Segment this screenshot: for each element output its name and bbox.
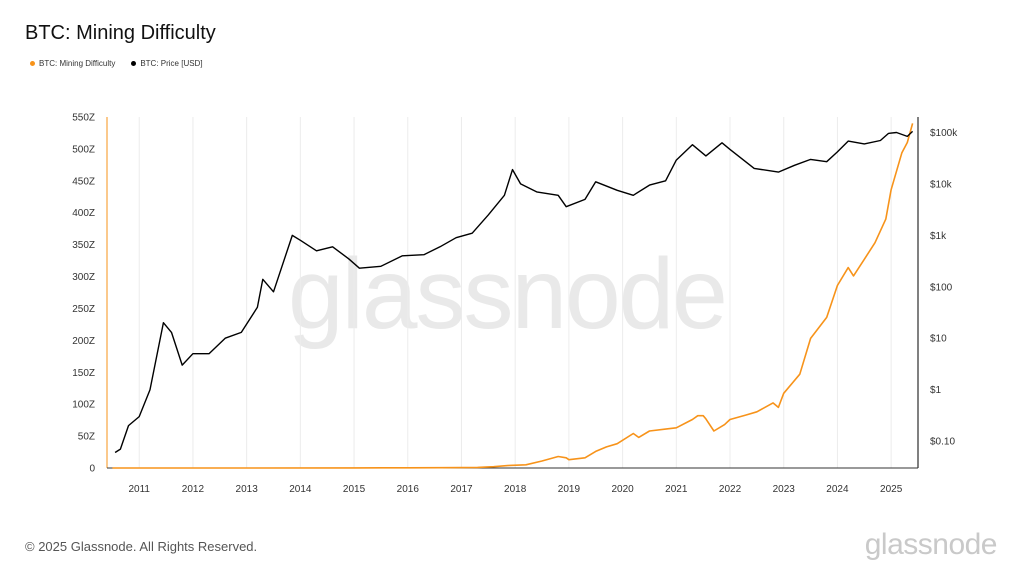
legend-dot-difficulty [30, 61, 35, 66]
y-left-tick-label: 300Z [72, 272, 95, 283]
y-left-tick-label: 400Z [72, 208, 95, 219]
x-tick-label: 2020 [611, 484, 634, 495]
y-left-tick-label: 350Z [72, 240, 95, 251]
x-tick-label: 2014 [289, 484, 312, 495]
x-tick-label: 2012 [182, 484, 205, 495]
y-right-tick-label: $100k [930, 128, 958, 139]
series-line-difficulty [112, 123, 914, 469]
x-tick-label: 2021 [665, 484, 688, 495]
x-tick-label: 2016 [397, 484, 420, 495]
chart-series [112, 123, 914, 469]
y-left-tick-label: 50Z [78, 432, 95, 443]
x-tick-label: 2011 [128, 484, 150, 495]
page-title: BTC: Mining Difficulty [25, 22, 216, 44]
y-left-tick-label: 0 [89, 464, 95, 475]
y-left-tick-label: 100Z [72, 400, 95, 411]
y-left-tick-label: 550Z [72, 113, 95, 124]
x-tick-label: 2018 [504, 484, 527, 495]
legend-label-price: BTC: Price [USD] [140, 59, 203, 68]
x-tick-label: 2015 [343, 484, 366, 495]
legend-dot-price [131, 61, 137, 66]
x-tick-label: 2023 [773, 484, 796, 495]
x-tick-label: 2025 [880, 484, 903, 495]
y-left-tick-label: 150Z [72, 368, 95, 379]
chart-watermark: glassnode [288, 238, 726, 350]
y-left-tick-label: 200Z [72, 336, 95, 347]
y-right-tick-label: $10 [930, 334, 947, 345]
chart-grid [138, 117, 892, 468]
x-tick-label: 2024 [826, 484, 849, 495]
brand-logo: glassnode [864, 528, 998, 561]
legend-item-difficulty[interactable]: BTC: Mining Difficulty [30, 59, 115, 68]
x-tick-label: 2013 [236, 484, 259, 495]
y-left-tick-label: 450Z [72, 176, 95, 187]
y-right-tick-label: $10k [930, 179, 953, 190]
y-right-tick-label: $0.10 [930, 437, 955, 448]
legend-label-difficulty: BTC: Mining Difficulty [39, 59, 116, 68]
series-line-price [114, 130, 914, 454]
chart-axes: 2011 2012 2013 2014 2015 2016 2017 2018 2019 2020… [72, 113, 958, 496]
x-tick-label: 2019 [558, 484, 581, 495]
y-left-tick-label: 500Z [72, 144, 95, 155]
x-tick-label: 2022 [719, 484, 742, 495]
copyright-notice: © 2025 Glassnode. All Rights Reserved. [25, 539, 258, 554]
y-left-tick-label: 250Z [72, 304, 95, 315]
chart-legend: BTC: Mining Difficulty BTC: Price [USD] [30, 59, 203, 68]
legend-item-price[interactable]: BTC: Price [USD] [131, 59, 203, 68]
x-tick-label: 2017 [450, 484, 473, 495]
y-right-tick-label: $1k [930, 231, 947, 242]
y-right-tick-label: $1 [930, 385, 942, 396]
y-right-tick-label: $100 [930, 282, 953, 293]
